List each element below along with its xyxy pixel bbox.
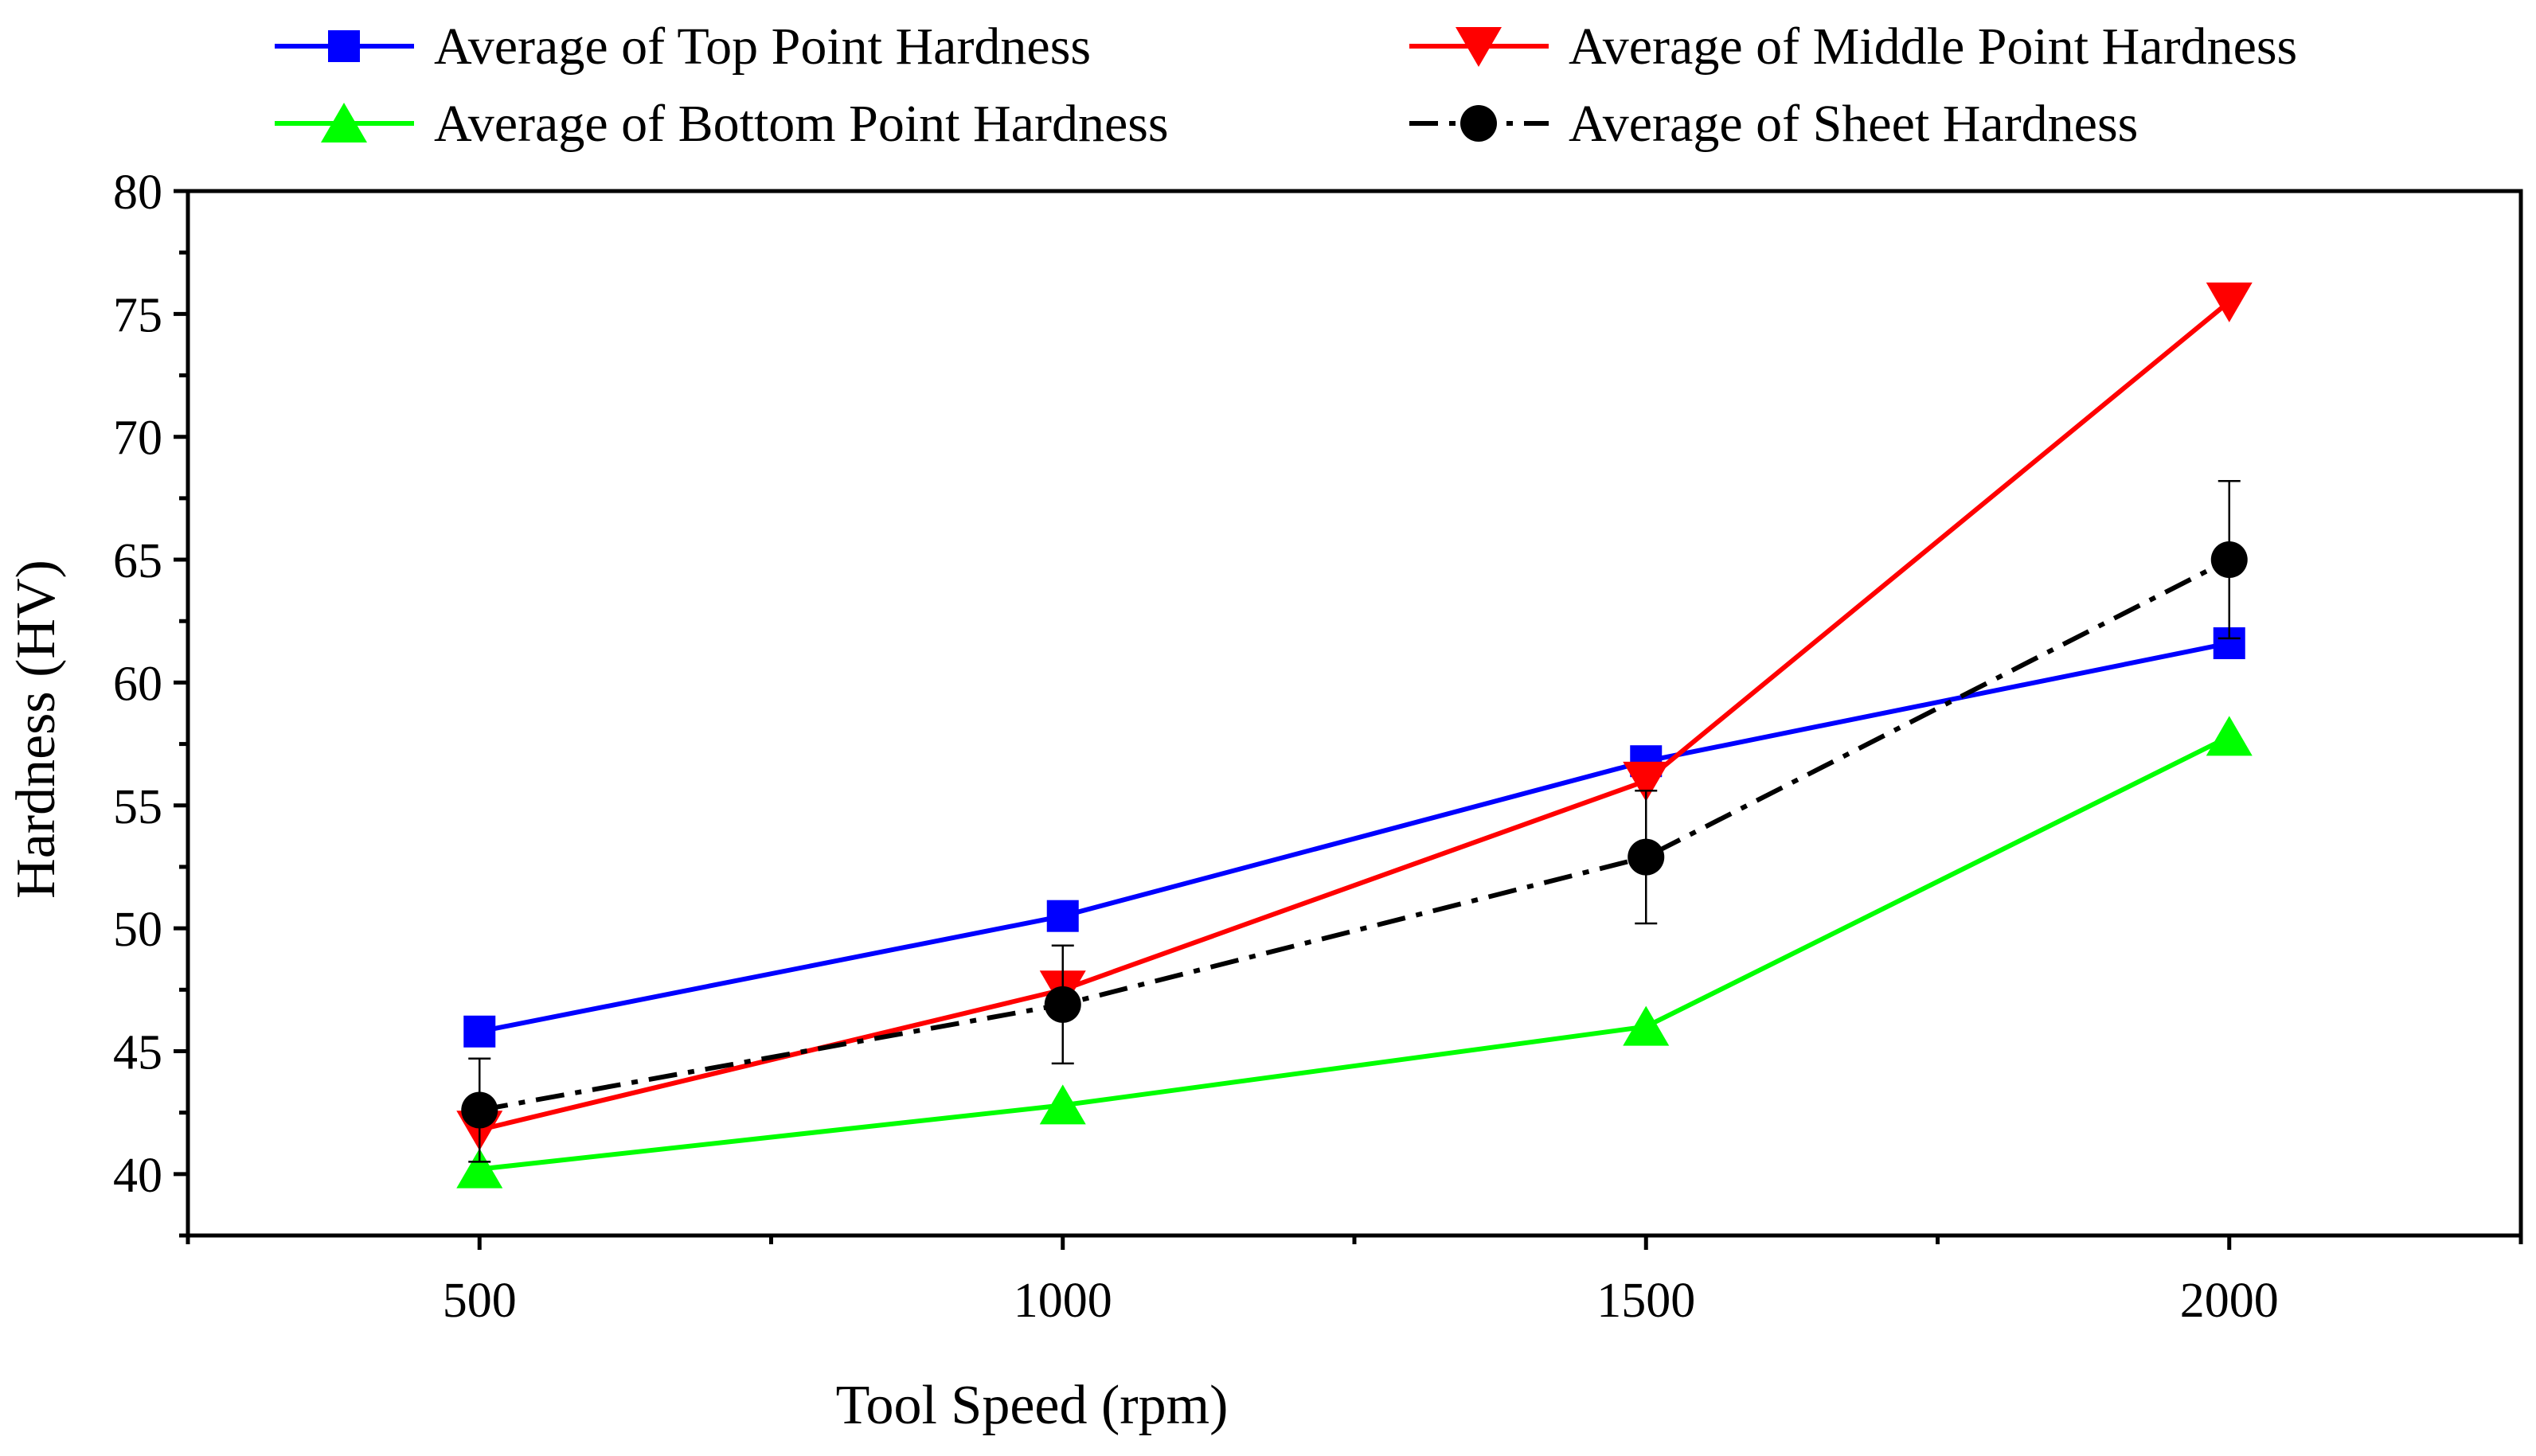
data-point <box>2206 282 2253 322</box>
y-tick-label: 55 <box>113 780 162 834</box>
series-layer <box>456 282 2253 1189</box>
data-point <box>1623 761 1670 802</box>
y-tick-label: 60 <box>113 657 162 711</box>
x-tick-label: 1000 <box>1014 1274 1112 1328</box>
legend-label: Average of Middle Point Hardness <box>1569 18 2297 76</box>
series-average-of-sheet-hardness <box>461 480 2248 1163</box>
legend-label: Average of Top Point Hardness <box>434 18 1091 76</box>
data-point <box>461 1091 498 1129</box>
series-average-of-middle-point-hardness <box>456 282 2253 1151</box>
series-average-of-bottom-point-hardness <box>456 716 2253 1189</box>
legend-label: Average of Bottom Point Hardness <box>434 95 1169 153</box>
x-tick-label: 2000 <box>2180 1274 2279 1328</box>
series-line <box>479 299 2231 1133</box>
legend-item-average-of-middle-point-hardness: Average of Middle Point Hardness <box>1409 18 2297 76</box>
legend-item-average-of-bottom-point-hardness: Average of Bottom Point Hardness <box>275 95 1169 153</box>
legend-marker <box>1460 105 1497 142</box>
x-axis-label: Tool Speed (rpm) <box>836 1375 1229 1436</box>
data-point <box>1627 838 1665 876</box>
data-point <box>2210 541 2248 579</box>
y-tick-label: 65 <box>113 534 162 588</box>
y-tick-label: 40 <box>113 1149 162 1203</box>
data-point <box>456 1148 503 1189</box>
y-tick-label: 80 <box>113 166 162 220</box>
data-point <box>1623 1005 1670 1046</box>
legend-label: Average of Sheet Hardness <box>1569 95 2138 153</box>
series-average-of-top-point-hardness <box>463 627 2245 1048</box>
legend-item-average-of-top-point-hardness: Average of Top Point Hardness <box>275 18 1091 76</box>
data-point <box>2206 716 2253 756</box>
y-axis-label: Hardness (HV) <box>6 560 67 899</box>
legend-marker <box>1456 27 1502 67</box>
y-tick-label: 45 <box>113 1025 162 1079</box>
data-point <box>1046 900 1079 932</box>
legend: Average of Top Point Hardness Average of … <box>275 18 2297 153</box>
x-tick-label: 500 <box>443 1274 517 1328</box>
data-point <box>1044 986 1081 1023</box>
x-tick-label: 1500 <box>1596 1274 1695 1328</box>
axes: 40 45 50 55 60 65 70 75 80 500 1000 1500 2000 <box>113 166 2523 1328</box>
y-tick-label: 50 <box>113 903 162 957</box>
y-tick-label: 75 <box>113 288 162 342</box>
series-line <box>479 641 2230 1034</box>
legend-marker <box>321 103 367 142</box>
data-point <box>1039 1084 1086 1125</box>
data-point <box>463 1015 496 1048</box>
legend-item-average-of-sheet-hardness: Average of Sheet Hardness <box>1409 95 2138 153</box>
y-tick-label: 70 <box>113 412 162 466</box>
legend-marker <box>328 30 360 62</box>
series-line <box>479 557 2231 1113</box>
series-line <box>479 734 2231 1172</box>
